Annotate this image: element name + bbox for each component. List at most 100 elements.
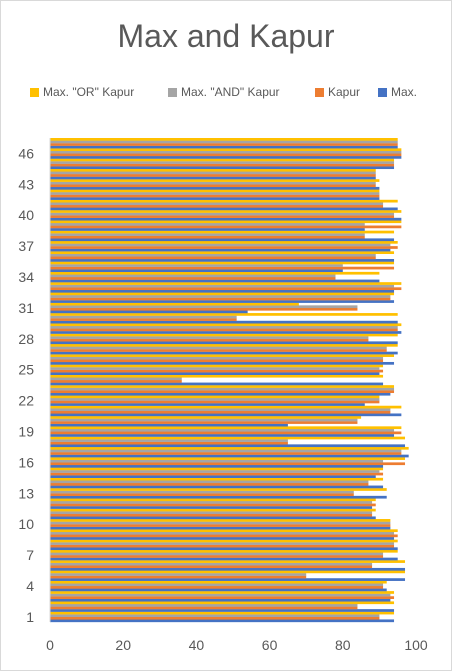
bar-38-series-3 <box>50 233 365 236</box>
bar-34-series-4 <box>50 271 380 275</box>
bar-43-series-4 <box>50 179 380 182</box>
bar-13-series-4 <box>50 488 387 491</box>
legend-swatch <box>315 87 324 97</box>
bar-12-series-2 <box>50 503 376 507</box>
bar-10-series-4 <box>50 519 391 522</box>
bar-37-series-4 <box>50 240 398 244</box>
bar-39-series-1 <box>50 228 365 231</box>
bar-23-series-1 <box>50 392 391 396</box>
bar-31-series-1 <box>50 310 248 314</box>
bar-19-series-1 <box>50 434 395 437</box>
bar-33-series-4 <box>50 282 402 285</box>
bar-38-series-4 <box>50 230 395 234</box>
bar-29-series-2 <box>50 328 398 332</box>
bar-19-series-2 <box>50 431 402 435</box>
bar-30-series-2 <box>50 318 237 321</box>
legend-swatch <box>378 87 387 97</box>
bar-35-series-3 <box>50 264 343 267</box>
bar-4-series-2 <box>50 585 384 589</box>
chart-legend: Max. "OR" Kapur Max. "AND" Kapur Kapur Max. <box>0 85 452 103</box>
bar-47-series-3 <box>50 140 398 144</box>
bar-6-series-1 <box>50 567 406 571</box>
bar-12-series-1 <box>50 506 373 509</box>
bar-22-series-2 <box>50 400 380 404</box>
bar-9-series-3 <box>50 531 395 535</box>
bar-12-series-3 <box>50 501 373 504</box>
bar-1-series-1 <box>50 619 395 623</box>
bar-2-series-2 <box>50 606 358 610</box>
bar-35-series-2 <box>50 266 395 270</box>
y-tick-label: 13 <box>18 485 34 501</box>
bar-11-series-4 <box>50 508 376 512</box>
legend-label: Max. "AND" Kapur <box>181 85 280 99</box>
bar-29-series-1 <box>50 331 402 334</box>
bar-39-series-4 <box>50 220 402 224</box>
bar-36-series-1 <box>50 259 395 262</box>
bar-3-series-1 <box>50 598 391 602</box>
y-tick-label: 31 <box>18 300 34 316</box>
bar-3-series-3 <box>50 593 391 597</box>
bar-4-series-1 <box>50 588 387 592</box>
bar-24-series-1 <box>50 382 384 386</box>
bar-37-series-3 <box>50 243 391 247</box>
y-tick-label: 40 <box>18 207 34 223</box>
bar-26-series-3 <box>50 356 384 360</box>
bar-2-series-3 <box>50 603 358 607</box>
bar-42-series-3 <box>50 192 380 195</box>
bar-14-series-1 <box>50 485 384 489</box>
bar-15-series-3 <box>50 470 380 473</box>
y-tick-label: 28 <box>18 331 34 347</box>
bar-40-series-1 <box>50 217 402 221</box>
bar-1-series-2 <box>50 616 380 620</box>
bar-34-series-3 <box>50 274 336 278</box>
bar-2-series-1 <box>50 609 395 612</box>
bar-41-series-2 <box>50 204 384 208</box>
bar-7-series-2 <box>50 555 384 558</box>
bar-25-series-2 <box>50 369 384 373</box>
bar-35-series-1 <box>50 269 343 273</box>
bar-15-series-4 <box>50 467 384 471</box>
bar-16-series-1 <box>50 464 384 468</box>
bar-30-series-1 <box>50 320 398 324</box>
bar-27-series-3 <box>50 346 387 350</box>
legend-item: Max. <box>378 85 417 99</box>
y-tick-label: 1 <box>26 609 34 625</box>
bar-47-series-2 <box>50 143 398 146</box>
bar-36-series-4 <box>50 251 395 254</box>
bar-40-series-4 <box>50 210 402 213</box>
bar-13-series-1 <box>50 495 387 499</box>
bar-3-series-2 <box>50 596 395 599</box>
bar-46-series-2 <box>50 153 402 157</box>
bar-32-series-2 <box>50 297 391 301</box>
bar-9-series-2 <box>50 534 398 538</box>
bar-20-series-3 <box>50 418 358 422</box>
bar-9-series-1 <box>50 537 395 540</box>
bar-39-series-2 <box>50 225 402 229</box>
bar-39-series-3 <box>50 222 365 226</box>
y-tick-label: 19 <box>18 423 34 439</box>
bar-24-series-4 <box>50 374 384 378</box>
bar-25-series-4 <box>50 364 384 368</box>
bar-29-series-3 <box>50 325 398 329</box>
bar-7-series-1 <box>50 557 398 561</box>
bar-27-series-1 <box>50 351 398 355</box>
y-tick-label: 37 <box>18 238 34 254</box>
bar-8-series-1 <box>50 547 398 551</box>
bar-20-series-2 <box>50 421 358 424</box>
bar-21-series-2 <box>50 410 391 414</box>
bar-29-series-4 <box>50 323 402 327</box>
bar-17-series-3 <box>50 449 402 453</box>
bar-4-series-3 <box>50 583 384 587</box>
legend-label: Max. <box>391 85 418 99</box>
bar-17-series-2 <box>50 452 402 455</box>
bar-28-series-2 <box>50 338 369 342</box>
bar-14-series-2 <box>50 482 369 486</box>
bar-41-series-3 <box>50 202 384 206</box>
bar-28-series-1 <box>50 341 398 345</box>
bar-41-series-1 <box>50 207 398 211</box>
x-tick-label: 100 <box>404 637 428 653</box>
bar-18-series-2 <box>50 441 288 445</box>
bar-6-series-4 <box>50 560 406 563</box>
bar-44-series-2 <box>50 174 376 177</box>
